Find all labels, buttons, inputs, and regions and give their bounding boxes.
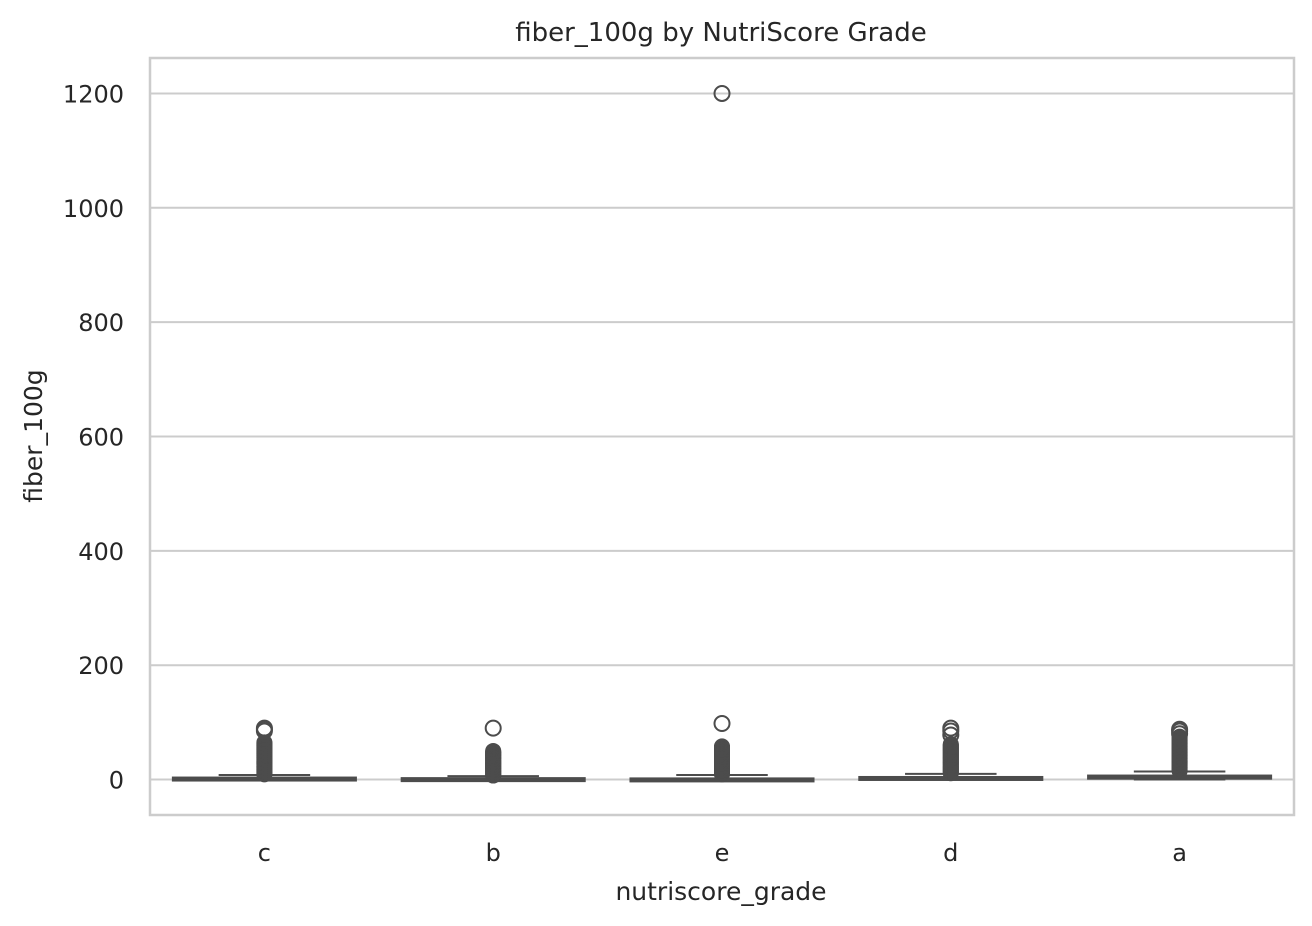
- y-tick-label: 600: [78, 424, 124, 452]
- outlier-point: [713, 715, 731, 733]
- outlier-point: [714, 738, 730, 755]
- x-tick-label: b: [486, 839, 501, 867]
- y-axis-label: fiber_100g: [19, 369, 48, 502]
- x-tick-label: d: [943, 839, 958, 867]
- y-tick-label: 0: [109, 767, 124, 795]
- outlier-point: [713, 84, 731, 102]
- y-tick-label: 400: [78, 538, 124, 566]
- x-tick-label: a: [1172, 839, 1187, 867]
- outlier-point: [942, 719, 960, 737]
- chart-title: fiber_100g by NutriScore Grade: [515, 18, 927, 48]
- outlier-point: [942, 736, 959, 753]
- outlier-point: [942, 726, 960, 744]
- plot-frame: [148, 56, 1296, 817]
- y-tick-label: 1200: [63, 80, 124, 108]
- plot-area: 0 200 400 600 800 1000 1200 c b e d a: [63, 56, 1296, 867]
- y-tick-label: 200: [78, 652, 124, 680]
- outlier-point: [255, 719, 273, 737]
- outlier-point: [485, 742, 502, 759]
- x-axis-label: nutriscore_grade: [615, 877, 826, 906]
- outlier-point: [484, 719, 502, 737]
- x-tick-label: c: [258, 839, 271, 867]
- outlier-point: [1171, 720, 1189, 738]
- x-tick-label: e: [715, 839, 730, 867]
- y-tick-label: 800: [78, 309, 124, 337]
- y-tick-label: 1000: [63, 195, 124, 223]
